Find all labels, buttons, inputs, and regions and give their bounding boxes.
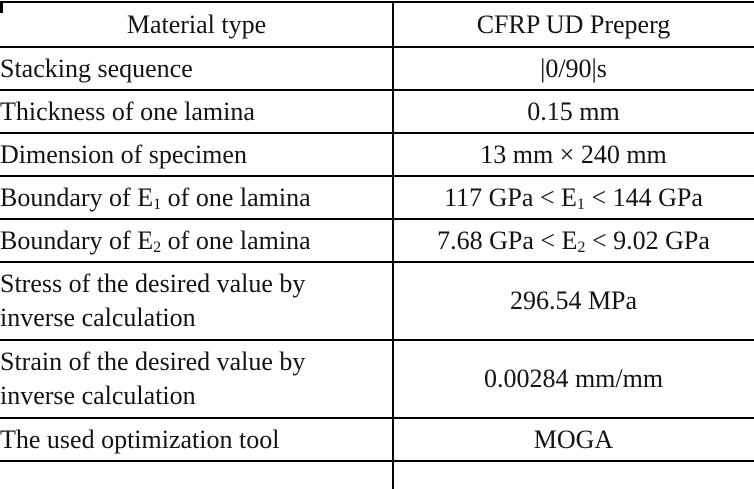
table-row: Thickness of one lamina 0.15 mm	[0, 90, 754, 133]
table-row: Stress of the desired value by inverse ca…	[0, 262, 754, 340]
row-label-cell: Boundary of E2 of one lamina	[0, 225, 311, 257]
row-label-cell: Thickness of one lamina	[0, 96, 255, 126]
row-label-cell: Strain of the desired value by inverse ca…	[0, 347, 306, 410]
header-value-cell: CFRP UD Preperg	[476, 9, 671, 39]
row-value-cell: 117 GPa < E1 < 144 GPa	[444, 182, 703, 214]
column-divider-rule	[392, 1, 394, 489]
row-value-cell: MOGA	[533, 424, 614, 454]
table-row: Boundary of E2 of one lamina 7.68 GPa < E…	[0, 219, 754, 262]
left-border-fragment	[0, 2, 3, 13]
row-value-cell: 0.15 mm	[527, 96, 620, 126]
table-body: Stacking sequence |0/90|s Thickness of one…	[0, 47, 754, 461]
row-label-cell: The used optimization tool	[0, 424, 280, 454]
table-row: Boundary of E1 of one lamina 117 GPa < E1…	[0, 176, 754, 219]
header-label-cell: Material type	[126, 9, 267, 39]
row-label-cell: Stress of the desired value by inverse ca…	[0, 269, 306, 332]
row-label-cell: Boundary of E1 of one lamina	[0, 182, 311, 214]
table-row: Dimension of specimen 13 mm × 240 mm	[0, 133, 754, 176]
row-value-cell: 0.00284 mm/mm	[483, 364, 664, 393]
table-row: The used optimization tool MOGA	[0, 418, 754, 461]
row-label-cell: Dimension of specimen	[0, 139, 247, 169]
table-header-row: Material type CFRP UD Preperg	[0, 2, 754, 47]
material-parameters-table: Material type CFRP UD Preperg Stacking s…	[0, 1, 754, 462]
row-value-cell: 296.54 MPa	[509, 286, 638, 315]
row-value-cell: 7.68 GPa < E2 < 9.02 GPa	[437, 225, 710, 257]
row-value-cell: |0/90|s	[540, 53, 607, 83]
table-row: Strain of the desired value by inverse ca…	[0, 340, 754, 418]
row-value-cell: 13 mm × 240 mm	[480, 139, 667, 169]
row-label-cell: Stacking sequence	[0, 53, 193, 83]
table-row: Stacking sequence |0/90|s	[0, 47, 754, 90]
